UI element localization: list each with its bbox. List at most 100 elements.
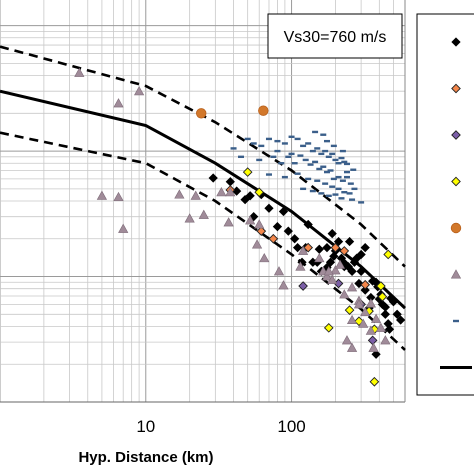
data-point-dash	[343, 170, 350, 174]
data-point-triangle	[375, 322, 387, 332]
data-point-diamond	[272, 221, 283, 232]
data-point-dash	[265, 137, 272, 141]
data-point-triangle	[190, 190, 201, 200]
data-point-triangle	[113, 191, 124, 202]
data-point-dash	[332, 193, 339, 196]
data-point-diamond	[344, 236, 355, 247]
data-point-diamond	[292, 242, 303, 253]
annotation-box: Vs30=760 m/s	[267, 13, 403, 59]
data-point-dash	[305, 142, 312, 145]
data-point-dash	[358, 201, 365, 204]
data-point-dash	[302, 158, 309, 162]
data-point-dash	[312, 130, 319, 134]
data-point-dash	[349, 198, 356, 201]
data-point-diamond	[329, 251, 339, 261]
dashed-bound-line	[0, 45, 406, 268]
data-point-diamond	[242, 167, 253, 177]
data-point-dash	[335, 175, 342, 179]
data-point-dash	[338, 197, 345, 200]
data-point-triangle	[346, 282, 358, 292]
data-point-dash	[265, 173, 272, 176]
data-point-dash	[294, 172, 301, 175]
data-point-triangle	[113, 98, 124, 108]
data-point-dash	[350, 168, 357, 171]
data-point-triangle	[339, 289, 350, 299]
data-point-dash	[339, 179, 346, 182]
data-point-circle	[258, 105, 269, 116]
data-point-diamond	[303, 242, 314, 253]
data-point-diamond	[392, 309, 402, 319]
data-point-diamond	[330, 242, 341, 253]
data-point-dash	[305, 177, 312, 181]
data-point-dash	[244, 137, 251, 141]
annotation-vs30: Vs30=760 m/s	[284, 29, 387, 46]
data-point-dash	[325, 155, 332, 159]
data-point-dash	[322, 149, 329, 153]
data-point-triangle	[216, 186, 227, 197]
data-point-triangle	[74, 67, 85, 77]
legend-marker-diamond	[451, 83, 461, 94]
data-point-diamond	[360, 285, 370, 295]
data-point-diamond	[383, 249, 394, 260]
data-point-dash	[314, 147, 321, 150]
data-point-dash	[335, 187, 342, 191]
data-point-triangle	[278, 280, 289, 290]
data-point-dash	[309, 189, 316, 193]
data-point-dash	[343, 175, 350, 179]
data-point-dash	[238, 155, 245, 159]
data-point-diamond	[396, 315, 406, 325]
data-point-dash	[230, 147, 237, 150]
x-tick-label: 10	[136, 417, 155, 436]
data-point-dash	[323, 170, 330, 174]
data-point-triangle	[360, 306, 371, 317]
data-point-dash	[330, 177, 337, 181]
legend-marker-circle	[450, 222, 462, 234]
data-point-circle	[196, 108, 207, 119]
data-point-diamond	[333, 236, 344, 247]
data-point-triangle	[251, 239, 263, 249]
data-point-diamond	[283, 226, 293, 236]
data-point-diamond	[256, 226, 267, 236]
data-point-diamond	[376, 281, 386, 291]
data-point-triangle	[198, 209, 209, 219]
data-point-diamond	[208, 173, 218, 183]
data-point-triangle	[358, 318, 369, 328]
data-point-dash	[270, 155, 277, 159]
data-point-diamond	[245, 191, 255, 201]
data-point-diamond	[290, 234, 300, 244]
legend-marker-diamond	[451, 130, 461, 140]
data-point-dash	[291, 162, 298, 165]
data-point-triangle	[327, 274, 338, 284]
data-point-dash	[309, 149, 316, 153]
data-point-diamond	[278, 206, 289, 217]
data-point-diamond	[354, 278, 364, 289]
data-point-triangle	[245, 215, 256, 225]
data-point-dash	[300, 187, 307, 191]
chart-lines	[0, 45, 407, 351]
data-point-triangle	[330, 265, 341, 275]
data-point-dash	[320, 165, 327, 168]
data-point-triangle	[346, 314, 358, 325]
data-point-diamond	[356, 249, 366, 260]
data-point-diamond	[371, 349, 381, 359]
data-point-dash	[318, 192, 325, 195]
data-point-dash	[341, 160, 348, 164]
legend-marker-diamond	[451, 37, 461, 47]
data-point-diamond	[349, 257, 360, 267]
data-point-dash	[320, 133, 327, 136]
data-point-dash	[330, 144, 337, 148]
data-point-diamond	[369, 376, 380, 387]
data-point-dash	[338, 156, 345, 160]
data-point-triangle	[380, 335, 391, 345]
data-point-dash	[274, 149, 281, 153]
data-point-dash	[256, 158, 263, 162]
data-point-dash	[339, 149, 346, 153]
data-point-diamond	[368, 276, 378, 286]
legend-marker-dash	[453, 319, 459, 323]
data-point-dash	[312, 160, 319, 164]
data-point-triangle	[321, 271, 333, 281]
data-point-diamond	[356, 266, 366, 276]
data-point-triangle	[184, 213, 195, 223]
data-point-triangle	[134, 85, 145, 96]
